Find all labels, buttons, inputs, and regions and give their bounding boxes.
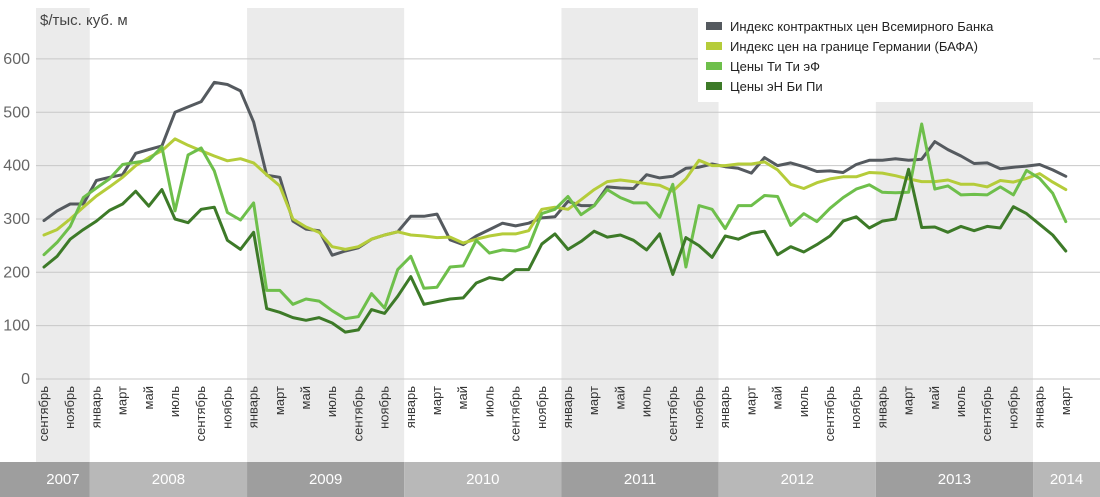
x-tick-label: сентябрь [193, 386, 208, 442]
year-labels: 2007 2008 2009 2010 2011 2012 2013 2014 [46, 471, 1083, 488]
y-axis-label: $/тыс. куб. м [40, 12, 128, 29]
x-tick-label: март [586, 386, 601, 415]
legend-label-3: Цены Ти Ти эФ [730, 59, 820, 74]
year-band-2010 [404, 8, 562, 462]
series-line-1 [42, 80, 1068, 257]
year-label-2008: 2008 [152, 471, 185, 488]
x-tick-label: ноябрь [62, 386, 77, 429]
x-tick-label: ноябрь [377, 386, 392, 429]
legend-label-2: Индекс цен на границе Германии (БАФА) [730, 39, 978, 54]
year-strip-2008 [89, 462, 248, 497]
year-label-2014: 2014 [1050, 471, 1083, 488]
y-tick-500: 500 [3, 104, 30, 121]
x-tick-label: май [455, 386, 470, 409]
series-line-3 [42, 122, 1068, 321]
legend-swatch-4 [706, 82, 722, 90]
y-tick-400: 400 [3, 158, 30, 175]
left-margin [0, 0, 36, 497]
year-band-2009 [247, 8, 405, 462]
x-tick-label: январь [1032, 386, 1047, 428]
x-tick-label: июль [481, 386, 496, 417]
year-label-2012: 2012 [781, 471, 814, 488]
x-tick-label: январь [246, 386, 261, 428]
y-tick-200: 200 [3, 264, 30, 281]
year-strip-2012 [718, 462, 876, 497]
x-tick-label: январь [88, 386, 103, 428]
x-tick-label: май [927, 386, 942, 409]
x-tick-label: ноябрь [691, 386, 706, 429]
x-tick-label: март [115, 386, 130, 415]
legend-label-4: Цены эН Би Пи [730, 79, 823, 94]
year-strip-margin [0, 462, 36, 497]
x-tick-label: март [1058, 386, 1073, 415]
y-tick-0: 0 [21, 371, 30, 388]
year-strip-2014 [1033, 462, 1100, 497]
y-axis: 0 100 200 300 400 500 600 [3, 51, 30, 388]
x-tick-label: сентябрь [36, 386, 51, 442]
x-tick-label: ноябрь [848, 386, 863, 429]
x-tick-label: май [612, 386, 627, 409]
series-lines [42, 80, 1068, 334]
x-tick-label: сентябрь [665, 386, 680, 442]
year-label-2011: 2011 [624, 471, 656, 488]
x-axis-month-labels: сентябрь ноябрь январь март май июль сентябрь н… [36, 386, 1073, 442]
x-tick-label: март [901, 386, 916, 415]
legend-label-1: Индекс контрактных цен Всемирного Банка [730, 19, 994, 34]
y-tick-600: 600 [3, 51, 30, 68]
legend-swatch-2 [706, 42, 722, 50]
x-tick-label: январь [403, 386, 418, 428]
year-strip-2011 [561, 462, 719, 497]
x-tick-label: июль [953, 386, 968, 417]
x-tick-label: июль [324, 386, 339, 417]
series-line-2 [42, 137, 1068, 251]
year-strip-2013 [875, 462, 1034, 497]
year-strip-2009 [247, 462, 405, 497]
x-tick-label: сентябрь [350, 386, 365, 442]
x-tick-label: июль [167, 386, 182, 417]
y-tick-100: 100 [3, 318, 30, 335]
legend-background [698, 8, 1093, 102]
x-tick-label: май [141, 386, 156, 409]
year-label-2009: 2009 [309, 471, 342, 488]
legend-swatch-3 [706, 62, 722, 70]
x-tick-label: сентябрь [822, 386, 837, 442]
x-tick-label: ноябрь [534, 386, 549, 429]
x-tick-label: сентябрь [508, 386, 523, 442]
x-tick-label: январь [717, 386, 732, 428]
gridlines [36, 58, 1100, 380]
year-label-2010: 2010 [466, 471, 499, 488]
x-tick-label: июль [796, 386, 811, 417]
x-tick-label: ноябрь [219, 386, 234, 429]
x-tick-label: ноябрь [1005, 386, 1020, 429]
x-tick-label: июль [639, 386, 654, 417]
year-strip-2010 [404, 462, 562, 497]
y-tick-300: 300 [3, 211, 30, 228]
x-tick-label: май [298, 386, 313, 409]
series-line-4 [42, 167, 1068, 334]
x-tick-label: март [429, 386, 444, 415]
x-tick-label: сентябрь [979, 386, 994, 442]
x-tick-label: март [272, 386, 287, 415]
year-label-2013: 2013 [938, 471, 971, 488]
x-tick-label: март [743, 386, 758, 415]
legend-swatch-1 [706, 22, 722, 30]
x-tick-label: январь [560, 386, 575, 428]
x-tick-label: январь [874, 386, 889, 428]
year-label-2007: 2007 [46, 471, 79, 488]
legend: Индекс контрактных цен Всемирного Банка И… [698, 8, 1093, 102]
year-strip-2007 [36, 462, 90, 497]
x-tick-label: май [770, 386, 785, 409]
